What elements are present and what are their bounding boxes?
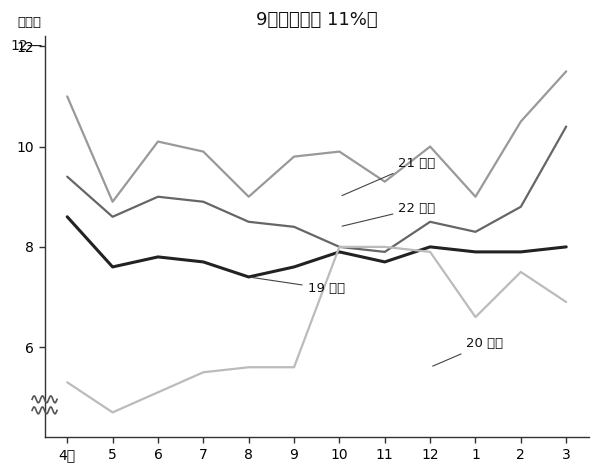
Text: 21 年度: 21 年度 xyxy=(342,157,436,196)
Text: 19 年度: 19 年度 xyxy=(251,277,345,295)
Text: 12―: 12― xyxy=(11,39,42,53)
Text: 万トン: 万トン xyxy=(17,16,41,29)
Title: 9月単月でも 11%減: 9月単月でも 11%減 xyxy=(256,11,377,29)
Text: 22 年度: 22 年度 xyxy=(342,202,436,226)
Text: 20 年度: 20 年度 xyxy=(433,337,503,366)
